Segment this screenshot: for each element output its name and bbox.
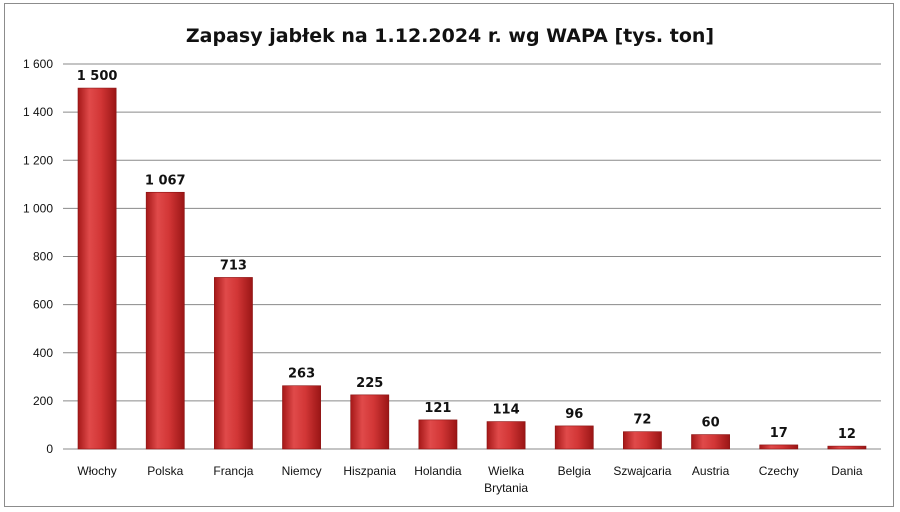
bar: [759, 444, 799, 450]
x-tick-label: Polska: [147, 464, 183, 478]
data-label: 713: [220, 258, 247, 273]
bar: [554, 425, 594, 450]
y-tick-label: 600: [33, 298, 53, 312]
x-tick-label: Czechy: [759, 464, 799, 478]
chart-title: Zapasy jabłek na 1.12.2024 r. wg WAPA [t…: [186, 25, 714, 47]
x-tick-label: Austria: [692, 464, 730, 478]
bar: [486, 421, 526, 450]
data-label: 114: [493, 403, 520, 418]
y-tick-label: 200: [33, 394, 53, 408]
x-tick-label: Holandia: [414, 464, 462, 478]
data-label: 96: [565, 407, 583, 422]
y-tick-label: 1 200: [23, 153, 53, 167]
bar: [145, 191, 185, 450]
bar-chart: Zapasy jabłek na 1.12.2024 r. wg WAPA [t…: [23, 25, 881, 495]
bar: [827, 445, 867, 450]
y-tick-label: 800: [33, 250, 53, 264]
x-tick-label: Włochy: [77, 464, 116, 478]
bar: [418, 419, 458, 450]
bar: [350, 394, 390, 450]
x-tick-label: Szwajcaria: [613, 464, 671, 478]
x-axis-ticks: Włochy Polska Francja Niemcy Hiszpania Holand…: [77, 464, 863, 495]
data-label: 1 500: [77, 69, 118, 84]
data-label: 12: [838, 427, 856, 442]
bar: [623, 431, 662, 450]
bars: [77, 87, 867, 450]
y-tick-label: 0: [46, 442, 53, 456]
y-tick-label: 1 000: [23, 201, 53, 215]
bar: [282, 385, 321, 450]
y-axis-ticks: 0 200 400 600 800 1 000 1 200 1 400 1 600: [23, 57, 53, 456]
y-tick-label: 1 600: [23, 57, 53, 71]
data-labels: 1 500 1 067 713 263 225 121 114 96 72 60 17 12: [77, 69, 856, 442]
x-tick-label: Belgia: [558, 464, 592, 478]
data-label: 225: [356, 376, 383, 391]
x-tick-label: Hiszpania: [343, 464, 396, 478]
bar: [691, 434, 730, 450]
data-label: 72: [633, 413, 651, 428]
bar: [77, 87, 117, 450]
data-label: 17: [770, 426, 788, 441]
data-label: 263: [288, 367, 315, 382]
y-tick-label: 1 400: [23, 105, 53, 119]
bar: [214, 277, 253, 450]
data-label: 1 067: [145, 173, 186, 188]
y-tick-label: 400: [33, 346, 53, 360]
gridlines: [63, 63, 881, 450]
data-label: 121: [424, 401, 451, 416]
x-tick-label: Wielka Brytania: [484, 464, 528, 495]
x-tick-label: Dania: [831, 464, 863, 478]
x-tick-label: Niemcy: [282, 464, 322, 478]
x-tick-label: Francja: [213, 464, 253, 478]
data-label: 60: [702, 416, 720, 431]
chart-frame: Zapasy jabłek na 1.12.2024 r. wg WAPA [t…: [4, 3, 894, 507]
